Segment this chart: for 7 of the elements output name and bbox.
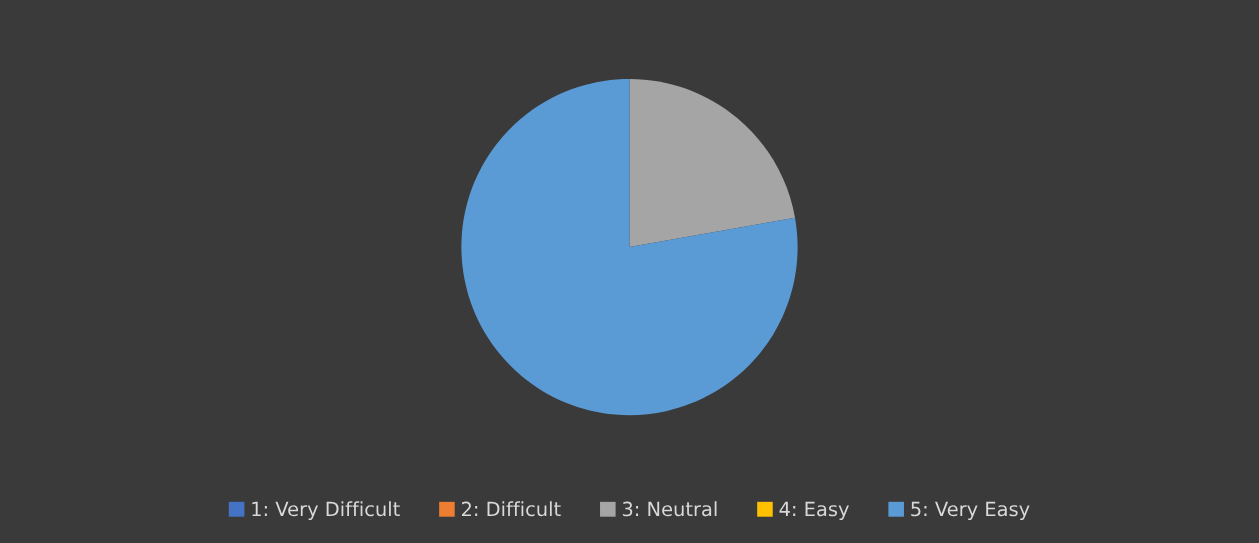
pie-slice	[461, 78, 798, 416]
legend-label: 1: Very Difficult	[252, 501, 400, 521]
legend-label: 5: Very Easy	[911, 501, 1030, 521]
legend-label: 4: Easy	[779, 501, 849, 521]
legend-label: 2: Difficult	[461, 501, 561, 517]
pie-slice	[629, 78, 796, 248]
legend-label: 3: Neutral	[622, 501, 717, 517]
